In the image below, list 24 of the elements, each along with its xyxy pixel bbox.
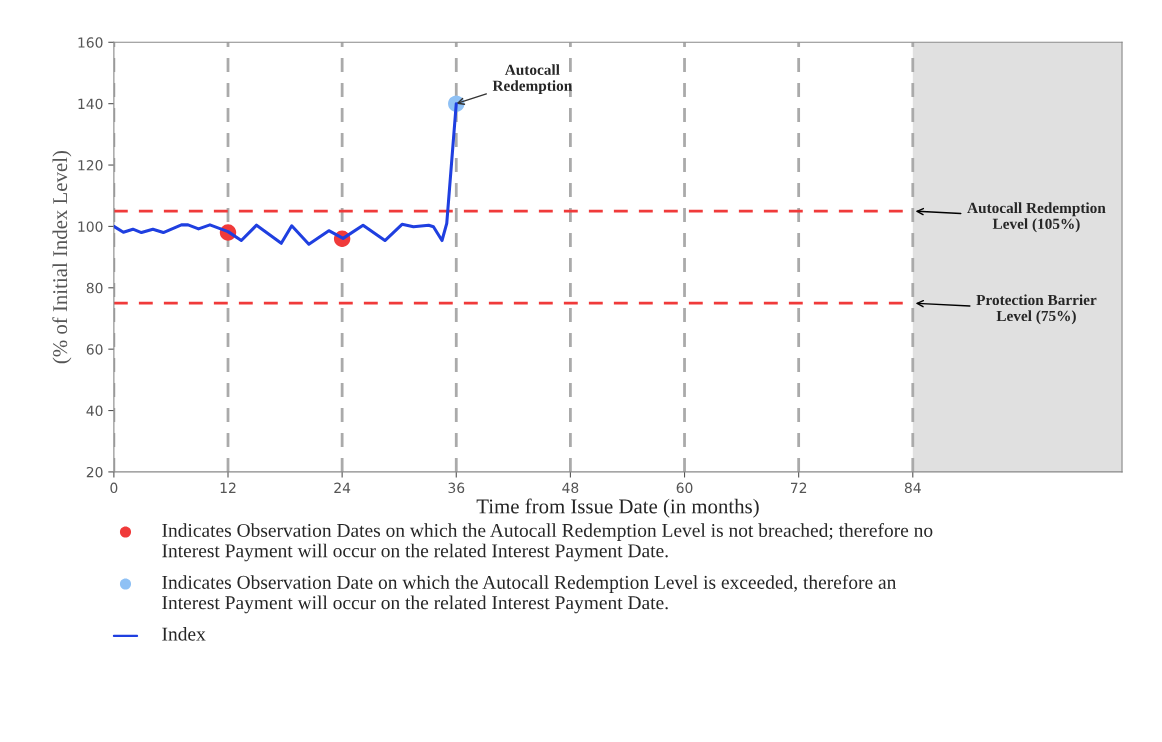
y-tick-label: 60 <box>86 344 103 355</box>
x-tick-label: 60 <box>676 482 693 494</box>
x-tick-label: 48 <box>562 482 579 494</box>
y-tick-label: 20 <box>86 466 103 478</box>
x-axis-title: Time from Issue Date (in months) <box>476 498 759 518</box>
legend-label: Index <box>162 626 206 641</box>
y-tick-label: 80 <box>86 282 103 294</box>
legend-label: Indicates Observation Date on which the Autocall Redemption Level is exceeded, therefore an Interest Payment will occur on the related Interest Payment Date. <box>162 575 897 614</box>
annotation: Autocall Redemption <box>492 64 573 95</box>
y-tick-label: 140 <box>78 98 103 110</box>
x-tick-label: 36 <box>448 482 465 494</box>
y-tick-label: 120 <box>78 160 103 171</box>
legend-label: Indicates Observation Dates on which the Autocall Redemption Level is not breached; therefore no Interest Payment will occur on the related Interest Payment Date. <box>162 523 933 562</box>
y-tick-label: 160 <box>78 37 103 48</box>
x-tick-label: 12 <box>220 482 236 493</box>
ref-line-label: Protection Barrier Level (75%) <box>976 294 1097 325</box>
y-tick-label: 40 <box>86 405 103 417</box>
y-axis-title: (% of Initial Index Level) <box>52 151 72 364</box>
ref-line-label: Autocall Redemption Level (105%) <box>967 202 1106 233</box>
y-tick-label: 100 <box>78 221 103 232</box>
x-tick-label: 72 <box>790 482 807 493</box>
x-tick-label: 84 <box>904 482 921 494</box>
x-tick-label: 0 <box>110 482 118 494</box>
x-tick-label: 24 <box>334 482 351 493</box>
